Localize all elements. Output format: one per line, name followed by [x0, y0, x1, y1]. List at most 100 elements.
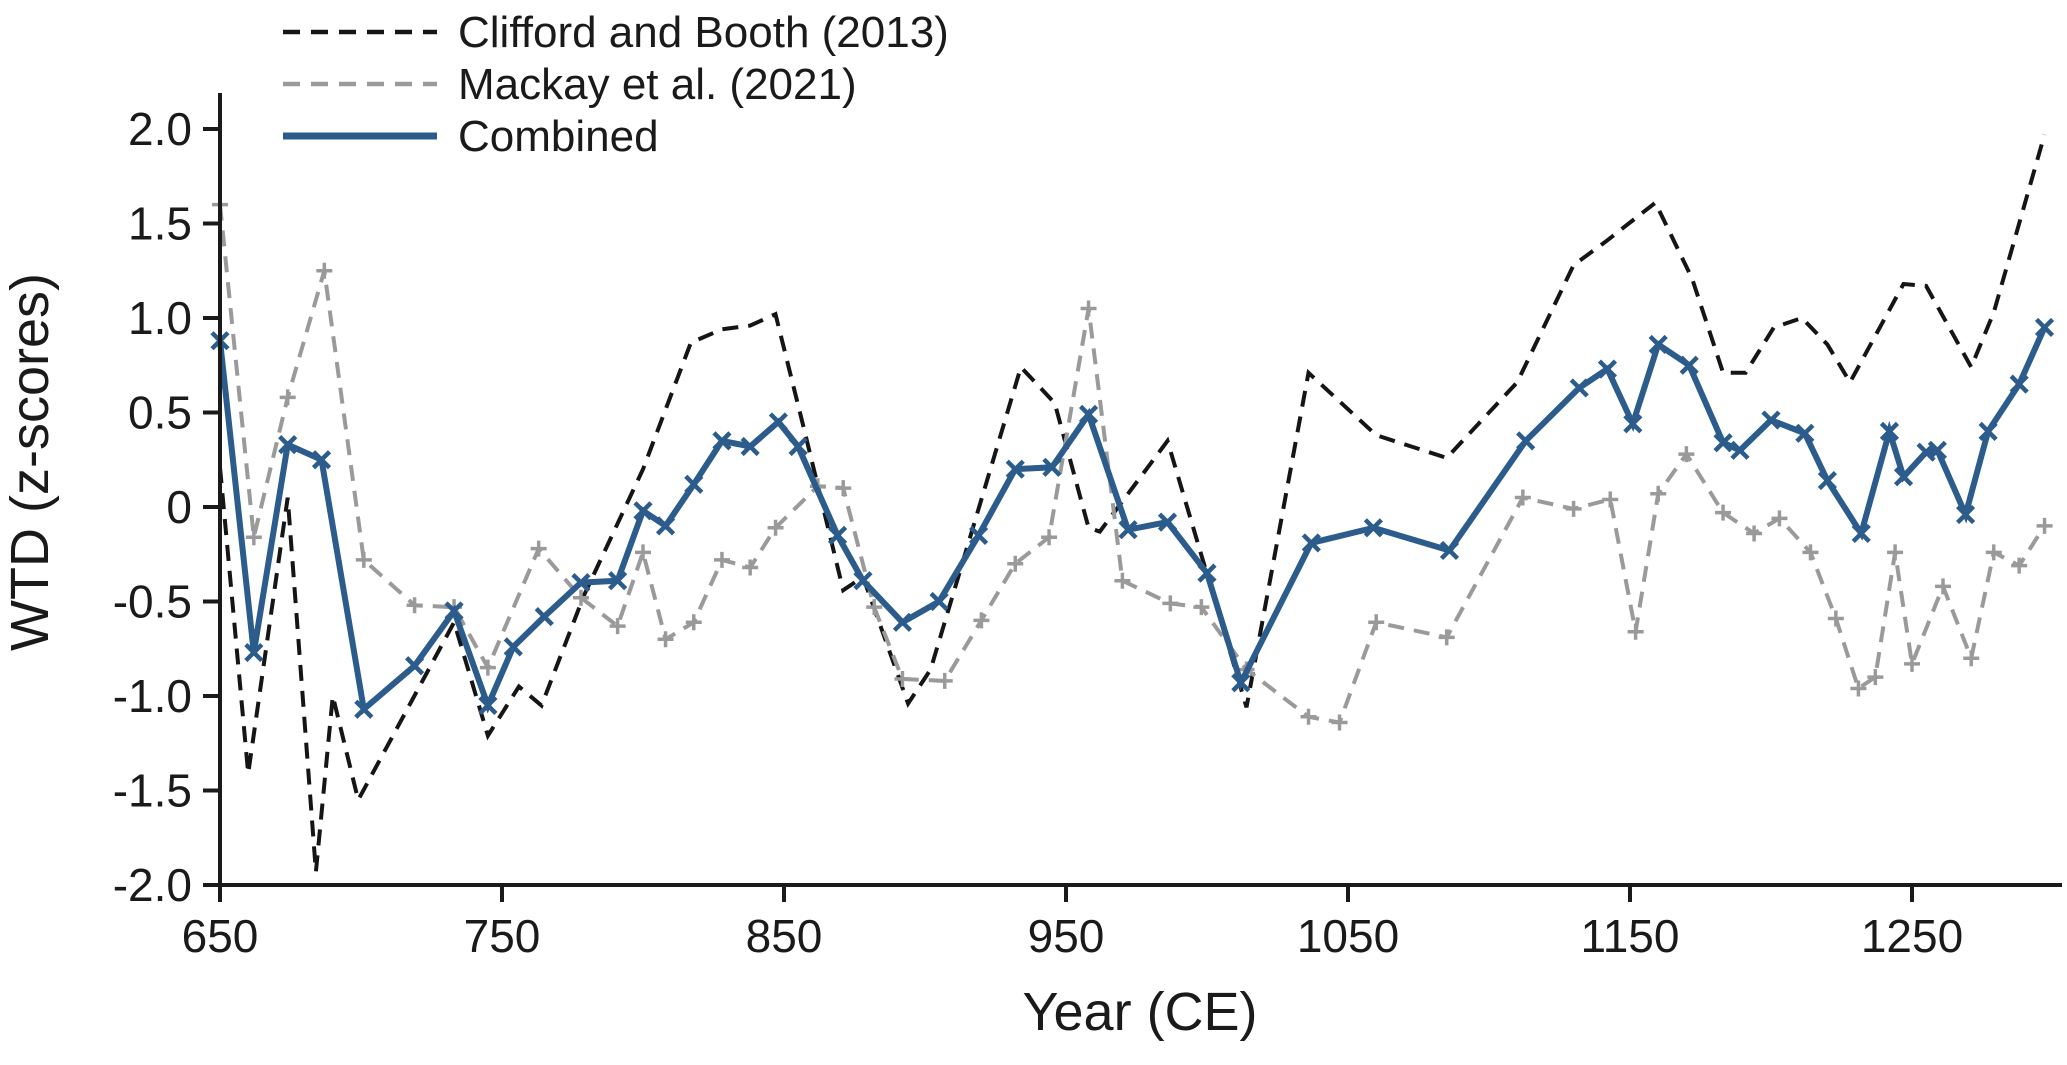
plus-marker — [767, 519, 784, 536]
x-marker — [1042, 457, 1062, 477]
series-clifford-and-booth-2013 — [218, 134, 2047, 872]
plus-marker — [245, 529, 262, 546]
plus-marker — [1887, 544, 1904, 561]
y-tick-label-1.5: 1.5 — [128, 198, 192, 250]
plus-marker — [866, 599, 883, 616]
x-marker — [684, 474, 704, 494]
plus-marker — [685, 614, 702, 631]
x-marker — [1197, 563, 1217, 583]
x-marker — [712, 431, 732, 451]
plus-marker — [1850, 680, 1867, 697]
plus-marker — [1162, 595, 1179, 612]
legend-item-mackay-et-al-2021: Mackay et al. (2021) — [283, 60, 857, 109]
series-combined — [210, 317, 2055, 719]
x-marker — [929, 591, 949, 612]
x-marker — [354, 699, 374, 719]
plus-marker — [406, 597, 423, 614]
plus-marker — [1746, 525, 1763, 542]
plus-marker — [355, 551, 372, 568]
x-tick-label-950: 950 — [1028, 910, 1105, 962]
x-marker — [892, 612, 913, 632]
plus-marker — [635, 544, 651, 561]
plus-marker — [1565, 500, 1582, 517]
x-marker — [1851, 523, 1871, 544]
x-marker — [1005, 459, 1025, 479]
plus-marker — [1904, 655, 1920, 672]
plus-marker — [279, 389, 296, 406]
x-marker — [1301, 533, 1321, 553]
x-tick-label-1050: 1050 — [1297, 910, 1399, 962]
x-marker — [1597, 359, 1618, 379]
x-tick-label-1250: 1250 — [1861, 910, 1963, 962]
x-marker — [788, 436, 808, 457]
x-marker — [244, 642, 264, 663]
axes-layer: 650 750 850 950 1050 1150 1250 2.0 1.5 1.0 0.5 0 -0.… — [113, 93, 2062, 962]
plus-marker — [1678, 446, 1695, 463]
x-marker — [503, 637, 523, 657]
x-marker — [740, 436, 760, 457]
x-marker — [1927, 440, 1947, 460]
x-marker — [2009, 374, 2029, 394]
plus-marker — [835, 480, 852, 497]
legend-label: Mackay et al. (2021) — [458, 60, 857, 109]
x-marker — [608, 571, 628, 591]
y-tick-label-0.5: 0.5 — [128, 387, 192, 439]
x-marker — [1648, 334, 1668, 355]
x-marker — [278, 435, 298, 455]
x-marker — [1761, 410, 1781, 430]
x-marker — [1118, 520, 1138, 540]
y-tick-label--2.0: -2.0 — [113, 859, 192, 911]
plus-marker — [1627, 623, 1644, 640]
x-marker — [1795, 423, 1815, 443]
plus-marker — [1867, 669, 1884, 686]
x-marker — [827, 525, 848, 545]
x-marker — [853, 571, 873, 591]
x-marker — [633, 501, 653, 521]
x-marker — [1516, 431, 1536, 451]
x-marker — [1955, 504, 1976, 525]
legend-item-combined: Combined — [283, 112, 659, 161]
x-marker — [1569, 378, 1589, 398]
y-tick-label-1.0: 1.0 — [128, 292, 192, 344]
plus-marker — [1802, 544, 1819, 561]
plus-marker — [742, 559, 759, 576]
x-marker — [404, 656, 425, 676]
x-marker — [655, 516, 676, 536]
plus-marker — [1602, 491, 1619, 508]
y-tick-label-0: 0 — [166, 481, 192, 533]
plus-marker — [2036, 517, 2053, 534]
x-marker — [311, 450, 332, 470]
plus-marker — [1041, 529, 1058, 546]
x-marker — [1231, 673, 1251, 693]
x-marker — [1893, 467, 1914, 487]
y-axis-title: WTD (z-scores) — [0, 273, 60, 651]
plus-marker — [1963, 650, 1980, 667]
x-marker — [1817, 470, 1837, 491]
legend-item-clifford-and-booth-2013: Clifford and Booth (2013) — [283, 8, 949, 57]
series-layer — [210, 134, 2055, 872]
x-tick-label-1150: 1150 — [1581, 910, 1680, 962]
plus-marker — [1715, 504, 1732, 521]
x-marker — [1679, 355, 1699, 375]
x-marker — [968, 525, 989, 545]
x-tick-label-750: 750 — [464, 910, 541, 962]
x-marker — [1713, 433, 1733, 453]
plus-marker — [1827, 610, 1844, 627]
plus-marker — [2011, 557, 2028, 574]
x-marker — [1730, 440, 1750, 460]
plus-marker — [1331, 714, 1348, 731]
x-marker — [444, 601, 464, 621]
legend-label: Combined — [458, 112, 659, 161]
plus-marker — [1080, 300, 1097, 317]
plus-marker — [713, 551, 730, 568]
plus-marker — [1007, 555, 1024, 572]
x-tick-label-850: 850 — [746, 910, 823, 962]
plus-marker — [1300, 708, 1317, 725]
plus-marker — [894, 670, 911, 687]
plus-marker — [1514, 489, 1531, 506]
legend-label: Clifford and Booth (2013) — [458, 8, 949, 57]
y-tick-label-2.0: 2.0 — [128, 103, 192, 155]
plus-marker — [530, 540, 547, 557]
